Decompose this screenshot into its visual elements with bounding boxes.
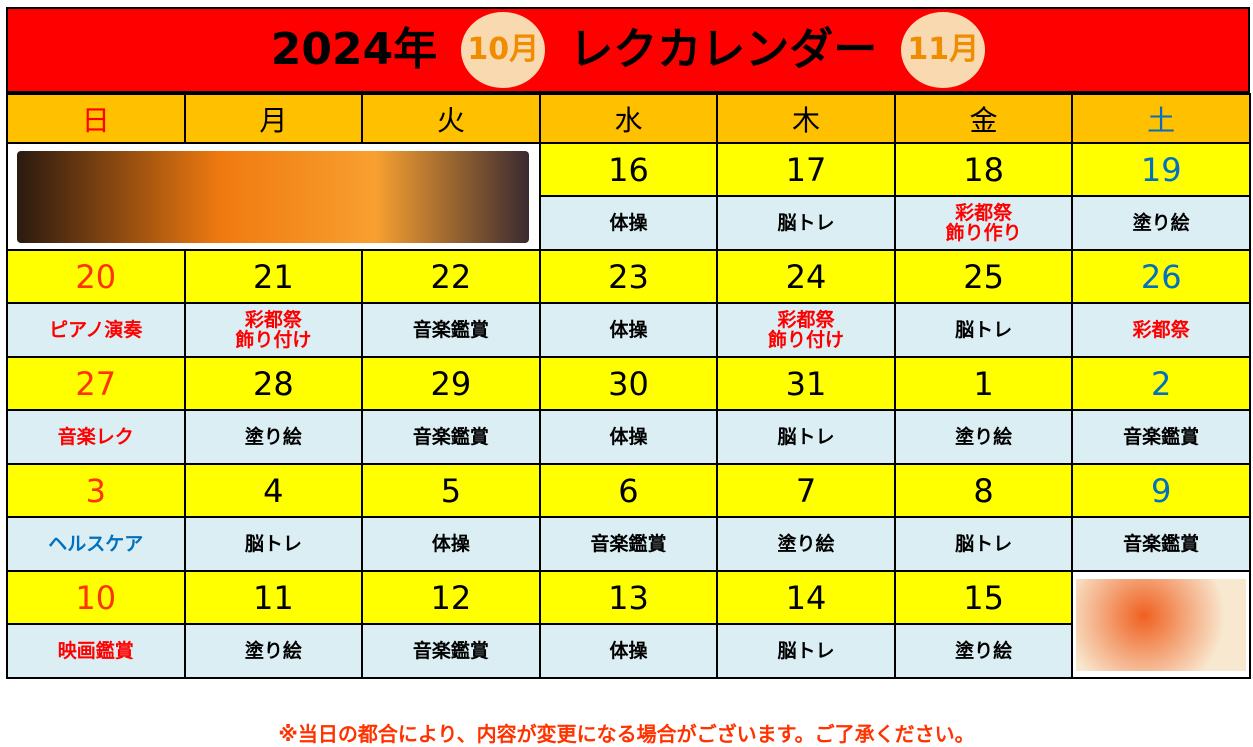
date-cell: 24 xyxy=(716,249,896,304)
weekday-header: 木 xyxy=(716,93,896,144)
weekday-header: 金 xyxy=(893,93,1074,144)
event-cell: 音楽鑑賞 xyxy=(1071,409,1251,465)
date-cell: 22 xyxy=(361,249,541,304)
event-cell: 音楽鑑賞 xyxy=(361,409,541,465)
date-cell: 16 xyxy=(538,142,719,197)
event-cell: 体操 xyxy=(361,516,541,572)
event-cell: 音楽鑑賞 xyxy=(361,623,541,679)
event-cell: 映画鑑賞 xyxy=(6,623,186,679)
title-year: 2024年 xyxy=(270,24,438,75)
event-cell: 彩都祭 飾り作り xyxy=(893,195,1074,251)
event-cell: 音楽レク xyxy=(6,409,186,465)
title-main: レクカレンダー xyxy=(569,24,878,75)
event-cell: 彩都祭 飾り付け xyxy=(716,302,896,358)
date-cell: 31 xyxy=(716,356,896,411)
week-event-row: ピアノ演奏 彩都祭 飾り付け 音楽鑑賞 体操 彩都祭 飾り付け 脳トレ 彩都祭 xyxy=(6,302,1251,358)
date-cell: 4 xyxy=(183,463,364,518)
event-cell: 体操 xyxy=(538,302,719,358)
event-cell: 音楽鑑賞 xyxy=(361,302,541,358)
date-cell: 7 xyxy=(716,463,896,518)
event-cell: 塗り絵 xyxy=(716,516,896,572)
event-cell: 彩都祭 xyxy=(1071,302,1251,358)
date-cell: 14 xyxy=(716,570,896,625)
date-cell: 12 xyxy=(361,570,541,625)
date-cell: 30 xyxy=(538,356,719,411)
weekday-header: 月 xyxy=(183,93,364,144)
week-event-row: 映画鑑賞 塗り絵 音楽鑑賞 体操 脳トレ 塗り絵 xyxy=(6,623,1250,679)
event-cell: 塗り絵 xyxy=(1071,195,1251,251)
week-event-row: 音楽レク 塗り絵 音楽鑑賞 体操 脳トレ 塗り絵 音楽鑑賞 xyxy=(6,409,1251,465)
date-cell: 11 xyxy=(183,570,364,625)
autumn-image xyxy=(1076,578,1247,671)
date-cell: 28 xyxy=(183,356,364,411)
date-cell: 6 xyxy=(538,463,719,518)
date-cell: 15 xyxy=(893,570,1074,625)
date-cell: 29 xyxy=(361,356,541,411)
calendar-grid: 日月火水木金土 16 17 18 19 体操 脳トレ 彩都祭 飾り作り 塗り絵 20 21 22 23… xyxy=(6,93,1251,679)
event-cell: ヘルスケア xyxy=(6,516,186,572)
week-date-row: 20 21 22 23 24 25 26 xyxy=(6,249,1251,304)
event-cell: 脳トレ xyxy=(183,516,364,572)
date-cell: 25 xyxy=(893,249,1074,304)
weekday-header: 日 xyxy=(6,93,186,144)
date-cell: 19 xyxy=(1071,142,1251,197)
week-date-row: 10 11 12 13 14 15 xyxy=(6,570,1251,679)
event-cell: 脳トレ xyxy=(716,623,896,679)
event-cell: ピアノ演奏 xyxy=(6,302,186,358)
event-cell: 脳トレ xyxy=(893,516,1074,572)
date-cell: 9 xyxy=(1071,463,1251,518)
event-cell: 体操 xyxy=(538,623,719,679)
date-cell: 21 xyxy=(183,249,364,304)
date-cell: 27 xyxy=(6,356,186,411)
event-cell: 体操 xyxy=(538,195,719,251)
event-cell: 塗り絵 xyxy=(183,623,364,679)
date-cell: 23 xyxy=(538,249,719,304)
date-cell: 10 xyxy=(6,570,186,625)
event-cell: 塗り絵 xyxy=(893,623,1074,679)
event-cell: 塗り絵 xyxy=(183,409,364,465)
event-cell: 音楽鑑賞 xyxy=(538,516,719,572)
weekday-header: 土 xyxy=(1071,93,1251,144)
date-cell: 5 xyxy=(361,463,541,518)
date-cell: 8 xyxy=(893,463,1074,518)
event-cell: 音楽鑑賞 xyxy=(1071,516,1251,572)
weekday-header: 火 xyxy=(361,93,541,144)
week-event-row: ヘルスケア 脳トレ 体操 音楽鑑賞 塗り絵 脳トレ 音楽鑑賞 xyxy=(6,516,1251,572)
event-cell: 脳トレ xyxy=(716,409,896,465)
footnote: ※当日の都合により、内容が変更になる場合がございます。ご了承ください。 xyxy=(278,722,975,746)
week-event-row: 体操 脳トレ 彩都祭 飾り作り 塗り絵 xyxy=(7,195,1251,251)
event-cell: 脳トレ xyxy=(893,302,1074,358)
november-badge: 11月 xyxy=(901,12,986,88)
week-date-row: 16 17 18 19 xyxy=(6,142,1251,251)
october-badge: 10月 xyxy=(461,12,546,88)
halloween-illustration xyxy=(6,142,541,251)
event-cell: 塗り絵 xyxy=(893,409,1074,465)
weekday-header: 水 xyxy=(538,93,719,144)
autumn-illustration xyxy=(1071,570,1251,679)
date-cell: 3 xyxy=(6,463,186,518)
event-cell: 体操 xyxy=(538,409,719,465)
date-cell: 1 xyxy=(893,356,1074,411)
event-cell: 彩都祭 飾り付け xyxy=(183,302,364,358)
date-cell: 2 xyxy=(1071,356,1251,411)
date-cell: 20 xyxy=(6,249,186,304)
date-cell: 18 xyxy=(893,142,1074,197)
date-cell: 13 xyxy=(538,570,719,625)
calendar-title: 2024年 10月 レクカレンダー 11月 xyxy=(6,7,1250,93)
date-cell: 26 xyxy=(1071,249,1251,304)
date-cell: 17 xyxy=(716,142,896,197)
week-date-row: 27 28 29 30 31 1 2 xyxy=(6,356,1251,411)
halloween-image xyxy=(17,150,530,243)
event-cell: 脳トレ xyxy=(716,195,896,251)
